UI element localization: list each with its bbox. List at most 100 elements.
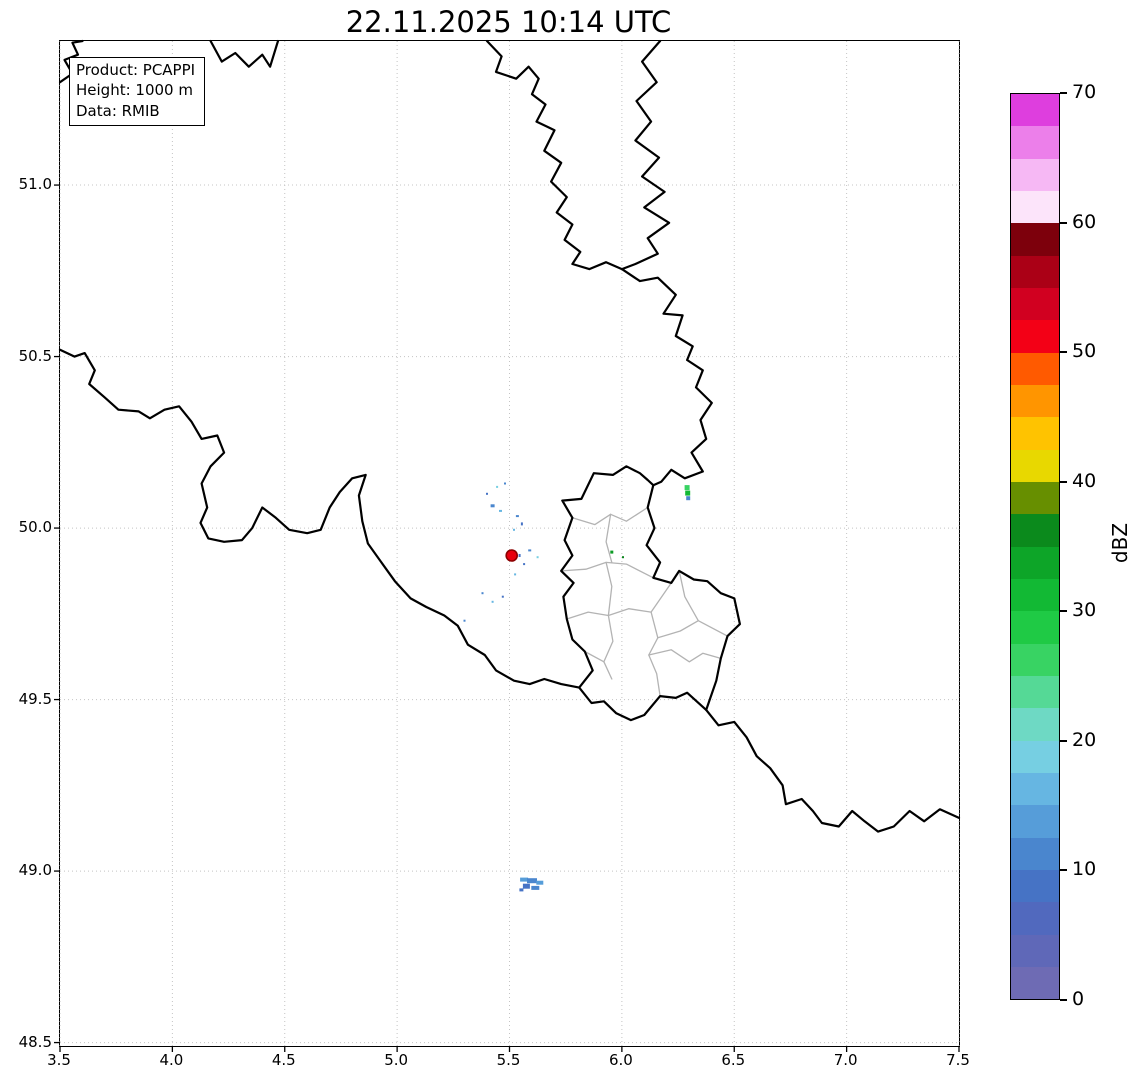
country-border bbox=[560, 465, 742, 722]
x-tick-label: 7.5 bbox=[946, 1051, 970, 1069]
colorbar-segment bbox=[1011, 223, 1059, 256]
colorbar-tick-mark bbox=[1060, 610, 1067, 613]
colorbar-segment bbox=[1011, 902, 1059, 935]
colorbar-tick-mark bbox=[1060, 221, 1067, 224]
colorbar-tick-mark bbox=[1060, 739, 1067, 742]
x-tick-label: 6.5 bbox=[721, 1051, 746, 1069]
colorbar-segment bbox=[1011, 384, 1059, 418]
figure-title: 22.11.2025 10:14 UTC bbox=[345, 5, 672, 39]
colorbar-segment bbox=[1011, 772, 1059, 806]
radar-echo-cell bbox=[491, 600, 494, 603]
canton-border bbox=[605, 513, 613, 564]
y-tick-label: 49.5 bbox=[18, 689, 52, 708]
radar-echo-cell bbox=[684, 485, 690, 491]
radar-echo-cell bbox=[610, 550, 614, 554]
data-source-label: Data: RMIB bbox=[76, 101, 160, 120]
colorbar-tick-label: 70 bbox=[1072, 81, 1097, 103]
colorbar-segment bbox=[1011, 578, 1059, 612]
colorbar-tick-label: 0 bbox=[1072, 988, 1085, 1010]
canton-border bbox=[603, 614, 614, 680]
radar-echo-cell bbox=[463, 619, 466, 622]
colorbar-segment bbox=[1011, 320, 1059, 353]
colorbar-segment bbox=[1011, 190, 1059, 224]
colorbar-segment bbox=[1011, 158, 1059, 191]
colorbar-tick-mark bbox=[1060, 869, 1067, 872]
map-plot: Product: PCAPPI Height: 1000 m Data: RMI… bbox=[54, 39, 961, 1052]
colorbar-segment bbox=[1011, 675, 1059, 709]
x-tick-label: 3.5 bbox=[47, 1051, 71, 1069]
colorbar-segment bbox=[1011, 514, 1059, 547]
colorbar-segment bbox=[1011, 708, 1059, 741]
colorbar-segment bbox=[1011, 255, 1059, 288]
radar-echo-cell bbox=[622, 556, 624, 559]
radar-echo-cell bbox=[527, 878, 537, 884]
colorbar-segment bbox=[1011, 643, 1059, 676]
radar-echo-marker bbox=[505, 549, 519, 562]
radar-echo-cell bbox=[496, 485, 499, 488]
colorbar-segment bbox=[1011, 837, 1059, 870]
radar-echo-cell bbox=[536, 880, 544, 885]
colorbar-segment bbox=[1011, 934, 1059, 967]
canton-border bbox=[657, 620, 729, 639]
colorbar-segment bbox=[1011, 94, 1059, 127]
x-tick-label: 7.0 bbox=[833, 1051, 858, 1069]
x-tick-label: 5.0 bbox=[384, 1051, 409, 1069]
radar-echo-cell bbox=[685, 490, 691, 496]
colorbar bbox=[1010, 93, 1060, 1000]
y-tick-label: 51.0 bbox=[18, 175, 52, 194]
colorbar-segment bbox=[1011, 481, 1059, 515]
y-tick-label: 49.0 bbox=[18, 861, 52, 880]
colorbar-tick-mark bbox=[1060, 480, 1067, 483]
colorbar-segment bbox=[1011, 352, 1059, 385]
colorbar-segment bbox=[1011, 740, 1059, 773]
x-tick-label: 4.0 bbox=[159, 1051, 184, 1069]
radar-echo-cell bbox=[520, 877, 529, 882]
colorbar-tick-label: 40 bbox=[1072, 469, 1097, 492]
x-tick-label: 5.5 bbox=[496, 1051, 521, 1069]
colorbar-tick-mark bbox=[1060, 351, 1067, 354]
colorbar-segment bbox=[1011, 869, 1059, 903]
radar-echo-cell bbox=[520, 522, 523, 526]
canton-border bbox=[648, 649, 722, 663]
radar-echo-cell bbox=[531, 885, 540, 890]
radar-echo-cell bbox=[481, 592, 484, 595]
radar-echo-cell bbox=[499, 509, 502, 512]
country-border bbox=[209, 39, 280, 68]
country-border bbox=[485, 39, 624, 271]
colorbar-segment bbox=[1011, 966, 1059, 1000]
radar-echo-cell bbox=[522, 883, 530, 889]
radar-echo-cell bbox=[501, 595, 504, 598]
radar-echo-cell bbox=[514, 573, 517, 576]
radar-echo-cell bbox=[528, 549, 532, 552]
radar-echo-cell bbox=[686, 496, 691, 501]
country-border bbox=[620, 268, 713, 487]
colorbar-segment bbox=[1011, 449, 1059, 482]
colorbar-segment bbox=[1011, 126, 1059, 159]
y-tick-label: 50.5 bbox=[18, 346, 52, 365]
colorbar-segment bbox=[1011, 546, 1059, 579]
colorbar-tick-label: 60 bbox=[1072, 210, 1097, 233]
colorbar-axis-label: dBZ bbox=[1108, 522, 1132, 564]
radar-echo-cell bbox=[518, 554, 521, 557]
colorbar-tick-label: 20 bbox=[1072, 728, 1097, 751]
country-border bbox=[58, 348, 581, 689]
radar-echo-cell bbox=[513, 528, 515, 531]
radar-echo-cell bbox=[523, 563, 526, 566]
radar-echo-cell bbox=[504, 482, 506, 485]
colorbar-tick-mark bbox=[1060, 92, 1067, 94]
y-tick-label: 50.0 bbox=[18, 518, 52, 537]
product-info-box: Product: PCAPPI Height: 1000 m Data: RMI… bbox=[69, 57, 206, 126]
canton-border bbox=[678, 570, 699, 622]
colorbar-tick-mark bbox=[1060, 999, 1067, 1001]
radar-echo-cell bbox=[486, 492, 488, 495]
canton-border bbox=[566, 582, 672, 620]
colorbar-segment bbox=[1011, 805, 1059, 838]
country-border bbox=[705, 708, 961, 833]
colorbar-segment bbox=[1011, 611, 1059, 644]
height-label: Height: 1000 m bbox=[76, 81, 193, 100]
colorbar-segment bbox=[1011, 287, 1059, 321]
radar-echo-cell bbox=[515, 515, 519, 518]
y-tick-label: 48.5 bbox=[18, 1032, 52, 1051]
colorbar-tick-label: 10 bbox=[1072, 858, 1097, 881]
